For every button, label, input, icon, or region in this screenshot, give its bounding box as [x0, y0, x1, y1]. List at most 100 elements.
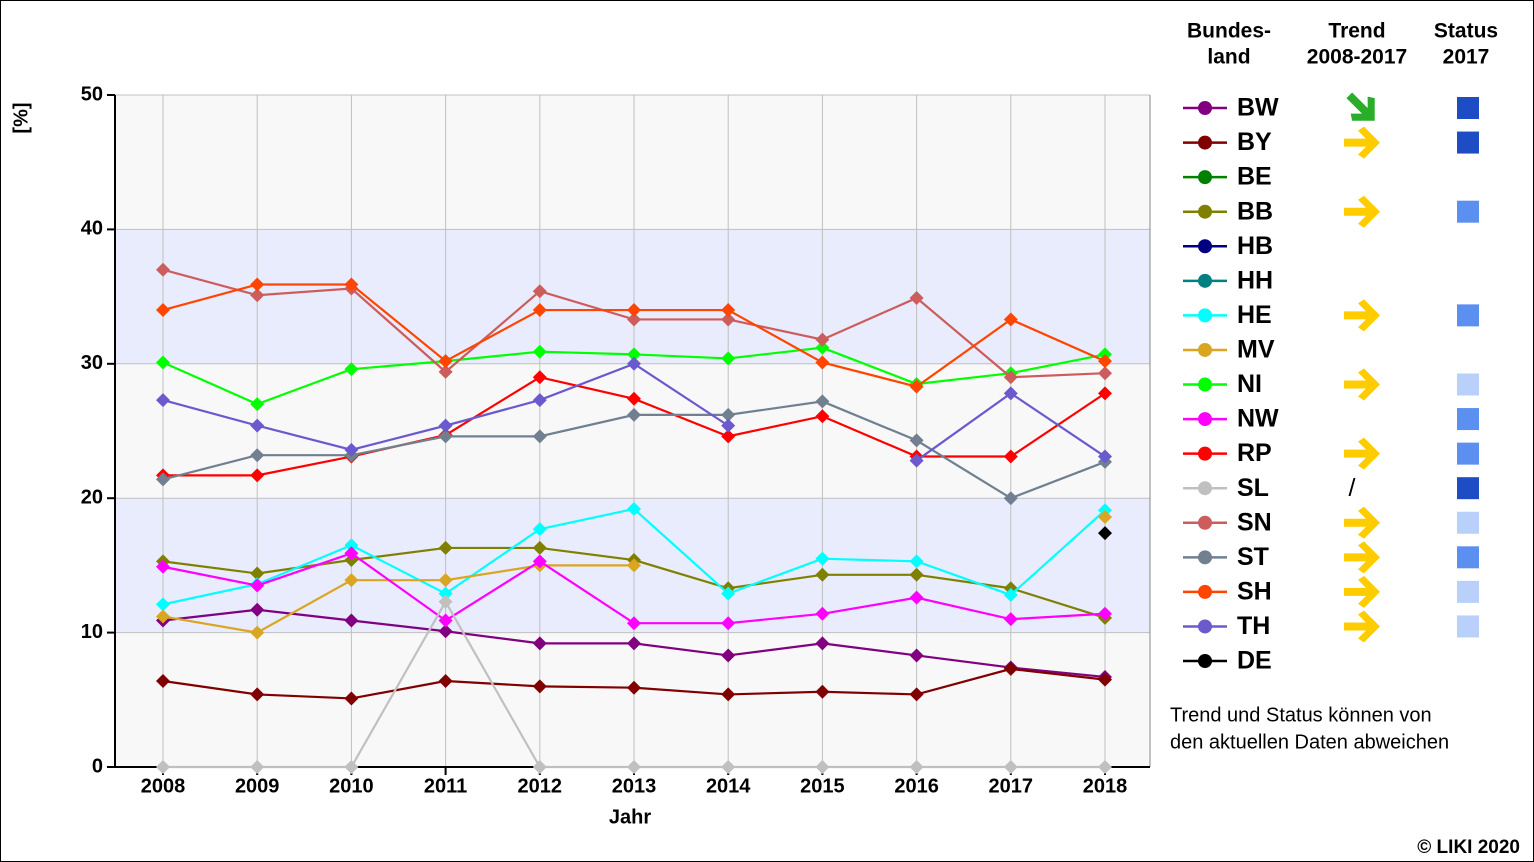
marker: [438, 624, 453, 639]
marker: [438, 573, 453, 588]
marker: [1003, 312, 1018, 327]
legend-header: Trend: [1328, 20, 1385, 43]
marker: [815, 606, 830, 621]
trend-arrow-shape: [1344, 368, 1380, 401]
trend-arrow: [1344, 195, 1380, 228]
legend-label: HH: [1237, 266, 1273, 294]
marker: [627, 312, 641, 327]
marker: [627, 407, 641, 422]
marker: [627, 347, 641, 362]
trend-arrow-shape: [1344, 610, 1380, 643]
marker: [532, 636, 547, 651]
legend-marker: [1198, 273, 1212, 288]
marker: [156, 597, 170, 612]
marker: [250, 566, 265, 581]
legend-label: DE: [1237, 647, 1272, 675]
marker: [532, 679, 547, 694]
marker: [250, 418, 265, 433]
trend-arrow-shape: [1344, 195, 1380, 228]
marker: [156, 303, 170, 318]
status-square: [1457, 511, 1479, 534]
trend-arrow-shape: [1344, 437, 1380, 470]
marker: [344, 546, 359, 561]
legend-label: SN: [1237, 508, 1272, 536]
marker: [438, 354, 453, 369]
marker: [250, 760, 265, 774]
marker: [721, 303, 736, 318]
y-tick-label: 10: [81, 621, 103, 643]
marker: [721, 616, 736, 631]
legend-marker: [1198, 101, 1212, 115]
marker: [156, 262, 170, 277]
legend-marker: [1198, 308, 1212, 323]
marker: [909, 567, 924, 582]
marker: [627, 616, 641, 631]
x-tick-label: 2017: [989, 775, 1034, 797]
trend-arrow: [1344, 437, 1380, 470]
marker: [1098, 449, 1112, 464]
legend-marker: [1198, 377, 1212, 392]
marker: [438, 418, 453, 433]
marker: [532, 554, 547, 569]
x-axis-label: Jahr: [609, 806, 651, 828]
marker: [909, 433, 924, 448]
status-square: [1457, 615, 1479, 638]
trend-arrow-shape: [1344, 541, 1380, 574]
legend-header: Bundes-: [1187, 20, 1271, 43]
status-square: [1457, 97, 1479, 119]
marker: [815, 355, 830, 370]
marker: [909, 687, 924, 702]
legend-header: land: [1207, 46, 1250, 69]
marker: [438, 673, 453, 688]
marker: [1098, 366, 1112, 381]
status-square: [1457, 200, 1479, 223]
trend-arrow-shape: [1344, 506, 1380, 539]
legend-marker: [1198, 619, 1212, 634]
marker: [1003, 587, 1018, 602]
marker: [909, 648, 924, 663]
marker: [627, 356, 641, 371]
note: den aktuellen Daten abweichen: [1170, 731, 1449, 753]
trend-arrow: [1344, 575, 1380, 608]
copyright: © LIKI 2020: [1417, 837, 1520, 858]
x-tick-label: 2012: [518, 775, 563, 797]
marker: [815, 636, 830, 651]
marker: [815, 394, 830, 409]
x-tick-label: 2011: [424, 775, 467, 797]
y-tick-label: 30: [81, 352, 103, 374]
marker: [627, 760, 641, 774]
marker: [1098, 606, 1112, 621]
legend-header: 2008-2017: [1307, 46, 1407, 69]
marker: [344, 691, 359, 706]
status-square: [1457, 373, 1479, 396]
legend-label: NW: [1237, 405, 1279, 433]
y-axis-label: [%]: [10, 102, 32, 133]
trend-arrow: [1344, 610, 1380, 643]
legend-label: ST: [1237, 543, 1269, 571]
legend-marker: [1198, 584, 1212, 599]
legend-marker: [1198, 481, 1212, 496]
marker: [438, 613, 453, 628]
marker: [627, 501, 641, 516]
marker: [438, 540, 453, 555]
marker: [909, 760, 924, 774]
x-tick-label: 2018: [1083, 775, 1128, 797]
legend-label: BW: [1237, 94, 1279, 122]
marker: [721, 407, 736, 422]
marker: [627, 303, 641, 318]
marker: [532, 760, 547, 774]
marker: [909, 379, 924, 394]
marker: [721, 648, 736, 663]
marker: [815, 567, 830, 582]
trend-arrow-shape: [1344, 575, 1380, 608]
marker: [156, 673, 170, 688]
marker: [250, 448, 265, 463]
trend-arrow: [1344, 368, 1380, 401]
marker: [815, 340, 830, 355]
marker: [1003, 760, 1018, 774]
marker: [815, 551, 830, 566]
y-tick-label: 0: [92, 755, 103, 777]
x-tick-label: 2016: [894, 775, 939, 797]
marker: [1098, 354, 1112, 369]
trend-arrow-shape: [1344, 299, 1380, 332]
